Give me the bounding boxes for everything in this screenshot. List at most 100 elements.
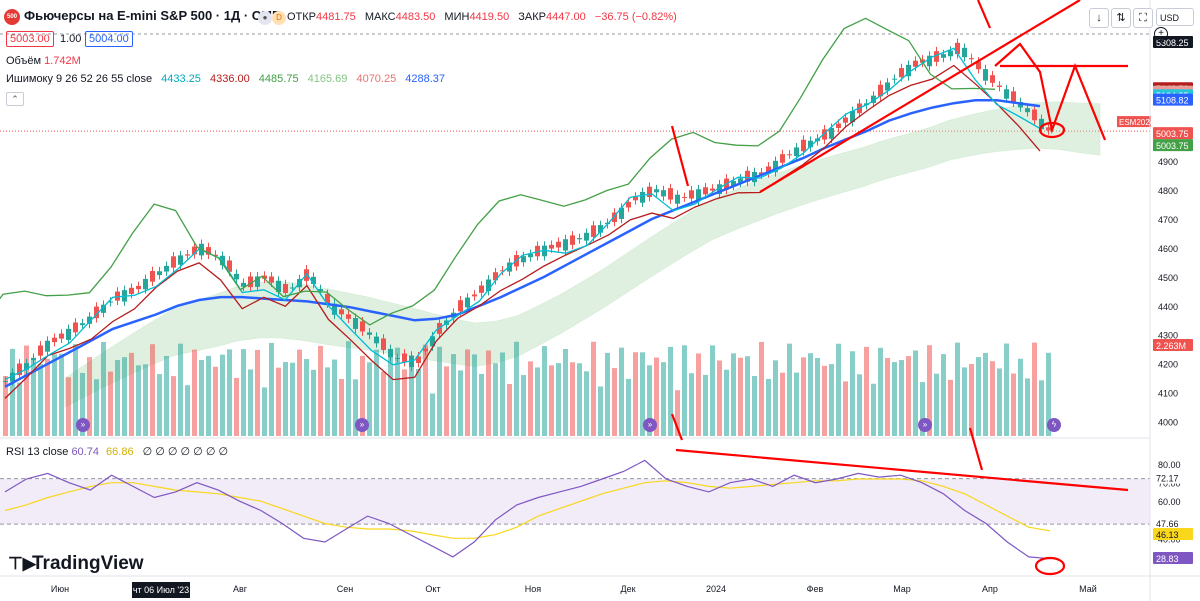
tradingview-logo[interactable]: ⊤▶TradingView <box>8 553 144 575</box>
dividend-icon[interactable]: » <box>76 418 90 432</box>
volume-bar <box>605 352 610 436</box>
volume-bar <box>969 364 974 436</box>
candle-body <box>878 84 883 97</box>
price-tick-label: 4400 <box>1158 302 1178 312</box>
volume-bar <box>1046 352 1051 436</box>
volume-bar <box>549 365 554 436</box>
sell-button[interactable]: 5003.00 <box>6 31 54 47</box>
plus-icon[interactable]: + <box>1154 27 1168 41</box>
volume-bar <box>1032 342 1037 436</box>
candle-body <box>850 110 855 123</box>
candle-body <box>528 253 533 258</box>
price-tag-label: 72.17 <box>1156 474 1179 484</box>
volume-bar <box>395 347 400 436</box>
candle-body <box>962 47 967 58</box>
volume-bar <box>318 345 323 436</box>
volume-bar <box>570 362 575 436</box>
price-tag-bg <box>1153 139 1193 152</box>
volume-bar <box>409 356 414 436</box>
down-arrow-icon[interactable]: ↓ <box>1089 8 1109 28</box>
volume-bar <box>115 360 120 436</box>
volume-bar <box>206 355 211 436</box>
volume-bar <box>255 349 260 436</box>
candle-body <box>619 207 624 219</box>
volume-bar <box>178 343 183 436</box>
dividend-icon[interactable]: » <box>643 418 657 432</box>
tenkan-value: 4433.25 <box>161 73 201 85</box>
volume-bar <box>493 363 498 436</box>
volume-bar <box>381 371 386 436</box>
low-value: 4419.50 <box>469 11 510 23</box>
candle-body <box>976 61 981 70</box>
symbol-title[interactable]: Фьючерсы на E-mini S&P 500 · 1Д · CME <box>24 8 281 23</box>
delay-status-icon[interactable]: D <box>272 11 286 25</box>
candle-body <box>3 381 8 383</box>
volume-bar <box>276 367 281 436</box>
dividend-icon[interactable]: » <box>918 418 932 432</box>
fullscreen-icon[interactable]: ⛶ <box>1133 8 1153 28</box>
candle-body <box>87 316 92 324</box>
quantity-field[interactable]: 1.00 <box>60 33 82 45</box>
annotation-arrow <box>670 413 684 441</box>
volume-legend[interactable]: Объём 1.742M <box>6 55 81 67</box>
candle-body <box>45 340 50 352</box>
candle-body <box>500 270 505 272</box>
price-tag-label: 5003.75 <box>1156 129 1189 139</box>
candle-body <box>311 276 316 284</box>
volume-bar <box>920 382 925 436</box>
volume-bar <box>703 374 708 436</box>
ma-value: 4288.37 <box>405 73 446 85</box>
candle-body <box>626 201 631 208</box>
symbol-tag-bg <box>1117 116 1151 128</box>
volume-bar <box>311 369 316 436</box>
rsi-label: RSI 13 close <box>6 446 69 458</box>
volume-bar <box>864 346 869 436</box>
candle-body <box>731 180 736 186</box>
volume-bar <box>724 369 729 436</box>
chart-header: 500 Фьючерсы на E-mini S&P 500 · 1Д · CM… <box>0 0 1150 85</box>
compare-icon[interactable]: ⇅ <box>1111 8 1131 28</box>
volume-bar <box>913 350 918 436</box>
ichimoku-legend[interactable]: Ишимоку 9 26 52 26 55 close 4433.25 4336… <box>6 73 451 85</box>
market-status-icon[interactable]: ● <box>258 11 272 25</box>
high-label: МАКС <box>364 11 396 23</box>
volume-bar <box>948 379 953 436</box>
candle-body <box>59 333 64 339</box>
volume-bar <box>1011 373 1016 436</box>
time-tick-label: Дек <box>620 584 635 594</box>
collapse-icon[interactable]: ⌃ <box>6 92 24 106</box>
rsi-divergence-line <box>675 448 1129 492</box>
buy-button[interactable]: 5004.00 <box>85 31 133 47</box>
candle-body <box>339 309 344 315</box>
candle-body <box>31 357 36 361</box>
volume-bar <box>465 349 470 436</box>
candle-body <box>479 285 484 293</box>
candle-body <box>1025 108 1030 113</box>
volume-bar <box>59 353 64 436</box>
rsi-legend[interactable]: RSI 13 close 60.74 66.86 ∅ ∅ ∅ ∅ ∅ ∅ ∅ <box>6 445 228 458</box>
currency-select[interactable]: USD <box>1156 8 1194 26</box>
volume-bar <box>997 368 1002 436</box>
price-tag-label: 47.66 <box>1156 519 1179 529</box>
volume-bar <box>668 346 673 436</box>
indicator-lines <box>0 17 1041 399</box>
candle-body <box>934 51 939 62</box>
candle-body <box>115 291 120 301</box>
rsi-line <box>4 459 1051 560</box>
flash-icon[interactable]: ϟ <box>1047 418 1061 432</box>
ohlc-readout: ОТКР4481.75 МАКС4483.50 МИН4419.50 ЗАКР4… <box>287 11 683 23</box>
volume-bar <box>45 358 50 436</box>
volume-bar <box>514 341 519 436</box>
candle-body <box>486 279 491 292</box>
rsi-tick-label: 60.00 <box>1158 497 1181 507</box>
span-b-value: 4070.25 <box>356 73 397 85</box>
volume-bar <box>157 374 162 436</box>
candle-body <box>948 50 953 57</box>
dividend-icon[interactable]: » <box>355 418 369 432</box>
candle-body <box>1004 89 1009 99</box>
volume-bar <box>682 345 687 436</box>
candle-body <box>255 276 260 287</box>
volume-bar <box>584 371 589 436</box>
volume-bar <box>801 357 806 436</box>
